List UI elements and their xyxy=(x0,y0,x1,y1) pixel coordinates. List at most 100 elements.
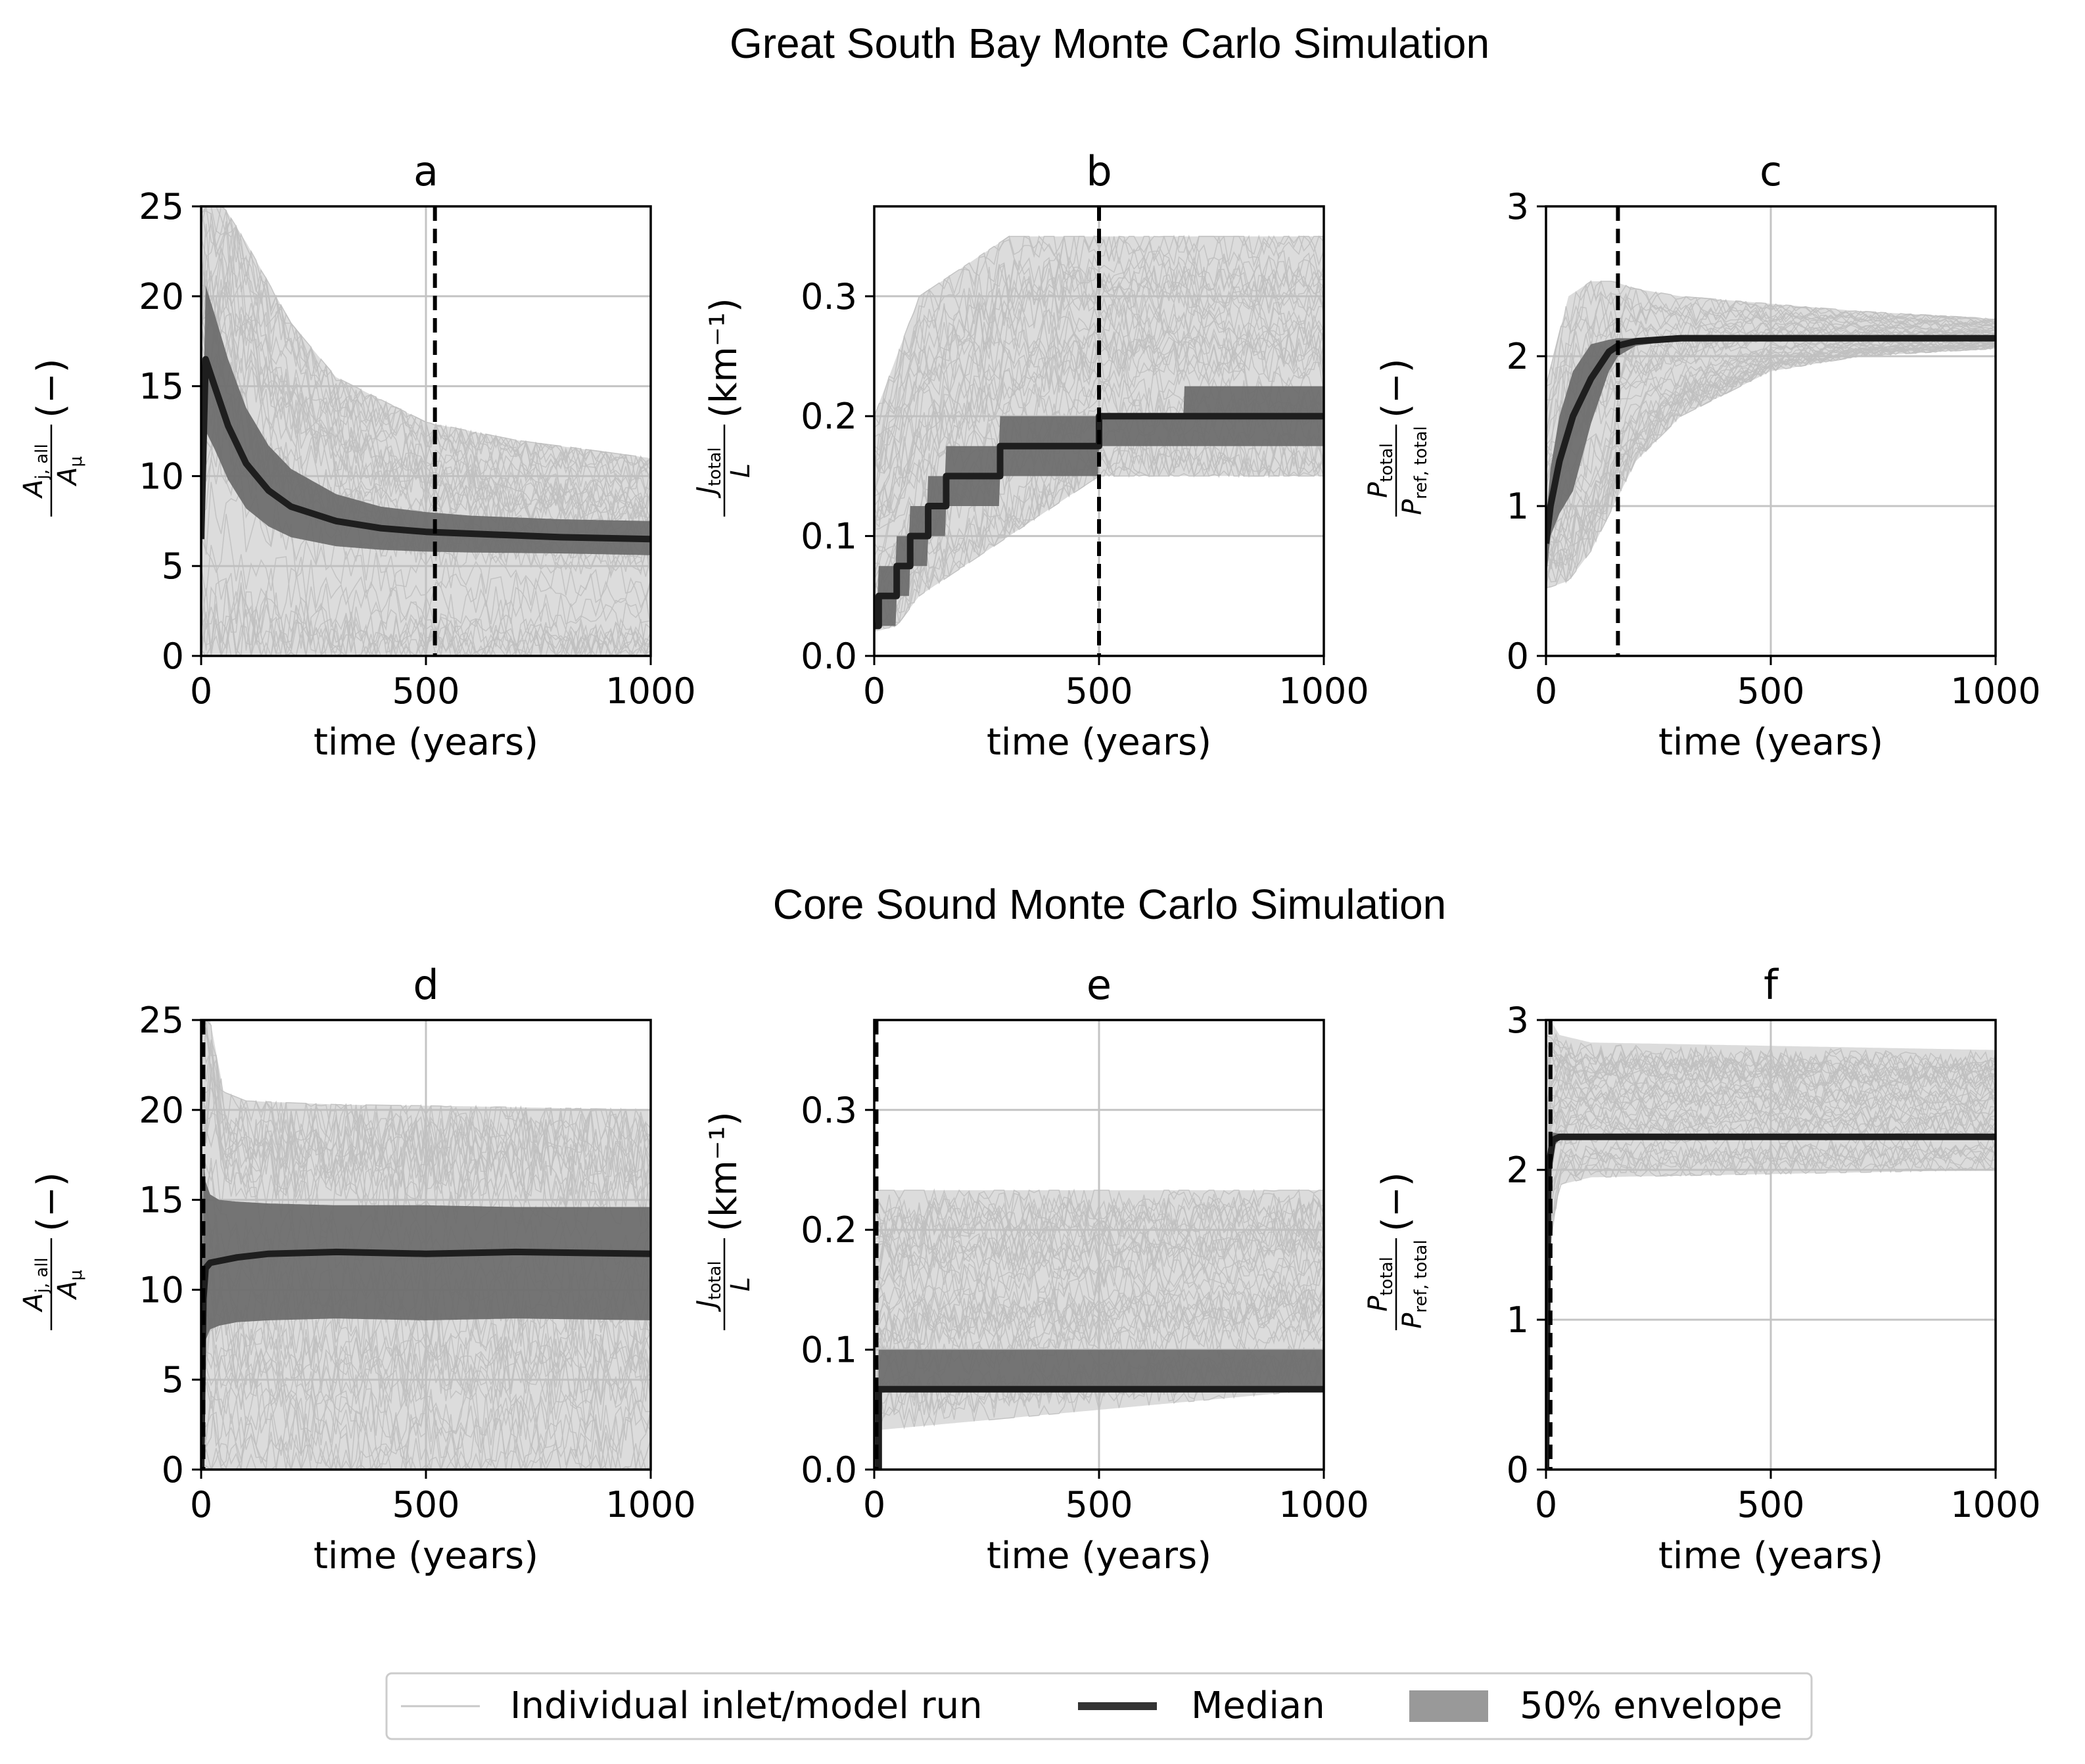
individual-run-line xyxy=(874,1297,1324,1359)
individual-run-line xyxy=(201,1063,651,1198)
individual-run-line xyxy=(1546,310,1996,444)
y-tick-label: 5 xyxy=(162,1359,184,1401)
individual-run-line xyxy=(201,1317,651,1402)
x-tick-label: 0 xyxy=(1535,670,1557,712)
individual-run-line xyxy=(1546,1096,1996,1221)
y-label-denominator: L xyxy=(726,1277,756,1291)
individual-run-line xyxy=(1546,342,1996,567)
individual-run-line xyxy=(874,1346,1324,1419)
x-tick-label: 1000 xyxy=(605,1484,695,1525)
individual-run-line xyxy=(1546,296,1996,401)
individual-run-line xyxy=(201,545,651,636)
x-tick-label: 1000 xyxy=(1278,670,1369,712)
x-tick-label: 0 xyxy=(863,1484,885,1525)
individual-run-line xyxy=(1546,330,1996,482)
individual-runs-band xyxy=(1546,281,1996,589)
y-tick-label: 0.2 xyxy=(801,1209,857,1251)
individual-run-line xyxy=(1546,1109,1996,1273)
y-tick-label: 0.3 xyxy=(801,276,857,317)
row-title-great-south-bay: Great South Bay Monte Carlo Simulation xyxy=(730,20,1489,67)
x-tick-label: 500 xyxy=(1737,1484,1804,1525)
individual-run-line xyxy=(874,1188,1324,1214)
plot-area-e xyxy=(874,1188,1324,1470)
envelope-50pct xyxy=(874,1349,1324,1470)
x-tick-label: 0 xyxy=(190,1484,212,1525)
individual-run-line xyxy=(874,266,1324,468)
median-line xyxy=(874,413,1324,630)
y-label-unit: (−) xyxy=(30,358,72,418)
x-tick-label: 500 xyxy=(1737,670,1804,712)
individual-run-line xyxy=(874,1190,1324,1234)
y-label-unit: (km⁻¹) xyxy=(703,298,745,418)
median-line xyxy=(201,356,651,543)
envelope-50pct xyxy=(201,1155,651,1470)
y-tick-label: 1 xyxy=(1507,1299,1529,1341)
individual-run-line xyxy=(201,206,651,473)
panel-title: e xyxy=(1087,961,1112,1009)
individual-runs-band xyxy=(1546,1020,1996,1470)
y-label-unit: (−) xyxy=(30,1172,72,1232)
median-line xyxy=(874,1385,1324,1470)
individual-run-line xyxy=(201,246,651,509)
individual-run-line xyxy=(874,1226,1324,1285)
individual-run-line xyxy=(201,607,651,656)
individual-run-line xyxy=(1546,342,1996,569)
y-tick-label: 1 xyxy=(1507,486,1529,527)
x-tick-label: 1000 xyxy=(1950,1484,2040,1525)
row-title-core-sound: Core Sound Monte Carlo Simulation xyxy=(773,881,1447,928)
x-tick-label: 0 xyxy=(190,670,212,712)
envelope-50pct xyxy=(1546,338,1996,581)
y-tick-label: 0.1 xyxy=(801,516,857,557)
individual-run-line xyxy=(874,324,1324,521)
individual-run-line xyxy=(1546,1052,1996,1089)
individual-run-line xyxy=(201,1020,651,1172)
individual-run-line xyxy=(874,1197,1324,1242)
individual-runs-band xyxy=(874,1190,1324,1470)
x-tick-label: 0 xyxy=(863,670,885,712)
individual-run-line xyxy=(1546,291,1996,417)
y-label-unit: (−) xyxy=(1374,1172,1417,1232)
individual-run-line xyxy=(874,1199,1324,1243)
y-tick-label: 3 xyxy=(1507,1000,1529,1041)
individual-run-line xyxy=(874,251,1324,444)
y-tick-label: 0.2 xyxy=(801,396,857,437)
envelope-50pct xyxy=(874,386,1324,626)
individual-run-line xyxy=(201,1411,651,1470)
panel-title: d xyxy=(413,961,438,1009)
individual-run-line xyxy=(874,1267,1324,1322)
plot-area-d xyxy=(201,1020,651,1470)
individual-run-line xyxy=(201,1068,651,1209)
individual-run-line xyxy=(201,1343,651,1410)
x-axis-label: time (years) xyxy=(987,721,1211,764)
median-line xyxy=(1546,335,1996,544)
individual-run-line xyxy=(201,290,651,516)
individual-run-line xyxy=(874,1218,1324,1275)
individual-run-line xyxy=(874,1220,1324,1266)
y-tick-label: 0.1 xyxy=(801,1330,857,1371)
individual-run-line xyxy=(1546,1057,1996,1105)
panel-title: b xyxy=(1086,147,1112,195)
y-tick-label: 0.0 xyxy=(801,1449,857,1491)
y-tick-label: 2 xyxy=(1507,336,1529,377)
y-label-unit: (km⁻¹) xyxy=(703,1111,745,1232)
y-label-denominator: L xyxy=(726,463,756,478)
plot-area-c xyxy=(1546,279,1996,589)
individual-run-line xyxy=(201,586,651,656)
individual-run-line xyxy=(201,223,651,493)
x-axis-label: time (years) xyxy=(987,1535,1211,1577)
individual-run-line xyxy=(201,513,651,628)
y-tick-label: 15 xyxy=(139,366,184,407)
individual-run-line xyxy=(1546,1034,1996,1073)
individual-run-line xyxy=(874,1200,1324,1245)
individual-run-line xyxy=(201,578,651,656)
panel-title: a xyxy=(413,147,438,195)
x-axis-label: time (years) xyxy=(1658,721,1883,764)
x-tick-label: 1000 xyxy=(1278,1484,1369,1525)
